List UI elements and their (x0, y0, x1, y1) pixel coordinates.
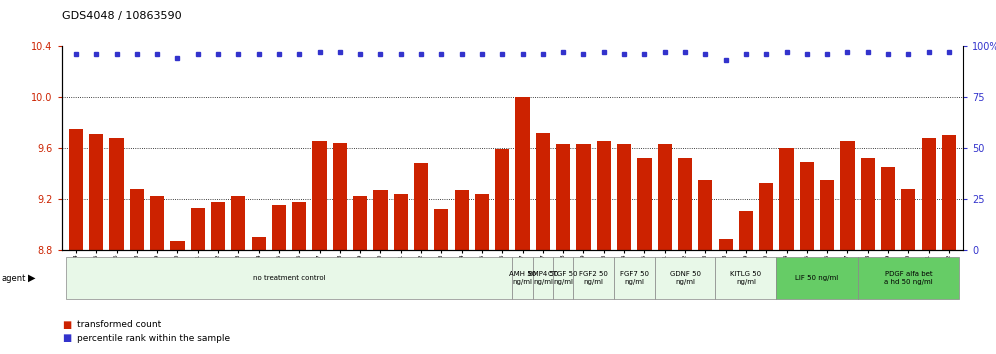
Bar (150, 196, 164, 354)
Bar (678, 158, 692, 354)
Text: PDGF alfa bet
a hd 50 ng/ml: PDGF alfa bet a hd 50 ng/ml (883, 272, 932, 285)
Bar (495, 149, 509, 354)
Text: LIF 50 ng/ml: LIF 50 ng/ml (796, 275, 839, 281)
Bar (454, 190, 469, 354)
Text: FGF2 50
ng/ml: FGF2 50 ng/ml (580, 272, 609, 285)
Bar (90, 134, 104, 354)
Bar (780, 148, 794, 354)
Bar (292, 202, 307, 354)
Bar (597, 142, 611, 354)
Bar (577, 144, 591, 354)
Text: KITLG 50
ng/ml: KITLG 50 ng/ml (730, 272, 762, 285)
Bar (434, 209, 448, 354)
Bar (231, 196, 245, 354)
Text: GDNF 50
ng/ml: GDNF 50 ng/ml (669, 272, 700, 285)
Text: ■: ■ (62, 333, 71, 343)
Bar (739, 211, 753, 354)
Text: transformed count: transformed count (77, 320, 161, 330)
Bar (516, 97, 530, 354)
Text: no treatment control: no treatment control (253, 275, 326, 281)
Text: FGF7 50
ng/ml: FGF7 50 ng/ml (620, 272, 648, 285)
Bar (272, 205, 286, 354)
Bar (617, 144, 631, 354)
Bar (252, 237, 266, 354)
Bar (313, 142, 327, 354)
Bar (414, 163, 428, 354)
Text: AMH 50
ng/ml: AMH 50 ng/ml (509, 272, 536, 285)
Bar (901, 189, 915, 354)
Bar (129, 189, 144, 354)
Bar (353, 196, 368, 354)
Bar (657, 144, 672, 354)
Bar (170, 241, 184, 354)
Bar (718, 239, 733, 354)
Bar (536, 132, 550, 354)
Bar (69, 129, 83, 354)
Bar (861, 158, 874, 354)
Text: percentile rank within the sample: percentile rank within the sample (77, 333, 230, 343)
Bar (637, 158, 651, 354)
Bar (190, 207, 205, 354)
Bar (820, 179, 835, 354)
Bar (393, 194, 408, 354)
Text: CTGF 50
ng/ml: CTGF 50 ng/ml (549, 272, 578, 285)
Bar (942, 135, 956, 354)
Bar (698, 179, 712, 354)
Bar (333, 143, 347, 354)
Text: ▶: ▶ (28, 273, 36, 283)
Bar (880, 167, 895, 354)
Bar (211, 202, 225, 354)
Text: ■: ■ (62, 320, 71, 330)
Bar (374, 190, 387, 354)
Bar (110, 138, 124, 354)
Text: BMP4 50
ng/ml: BMP4 50 ng/ml (528, 272, 558, 285)
Bar (475, 194, 489, 354)
Bar (921, 138, 935, 354)
Text: agent: agent (2, 274, 26, 283)
Bar (841, 142, 855, 354)
Text: GDS4048 / 10863590: GDS4048 / 10863590 (62, 11, 181, 21)
Bar (556, 144, 571, 354)
Bar (759, 183, 773, 354)
Bar (800, 162, 814, 354)
